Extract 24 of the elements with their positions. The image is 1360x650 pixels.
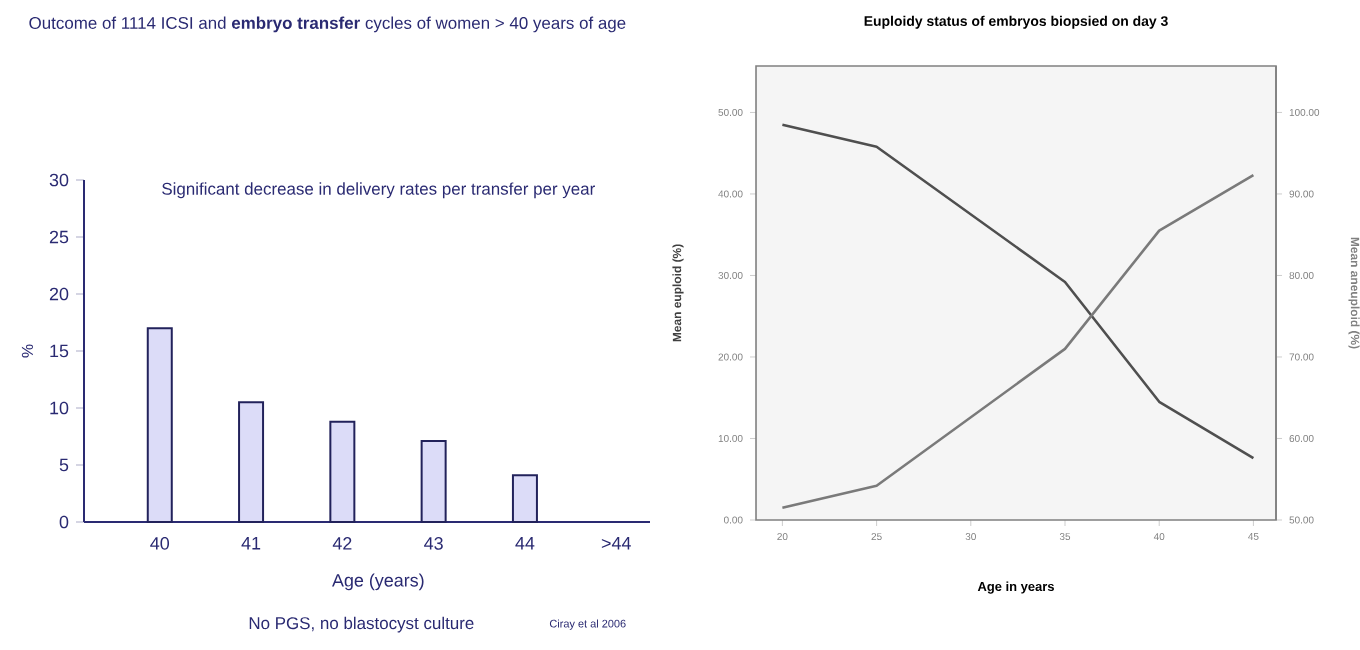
x-tick-label: 43 (424, 537, 443, 550)
bar (511, 474, 538, 523)
x-tick-label: 44 (515, 537, 535, 550)
line-series (781, 123, 1255, 460)
x-tick-label: 41 (241, 537, 261, 550)
x-tick-label: 40 (150, 537, 170, 550)
y-tick-label: 10 (50, 401, 69, 415)
y-tick-label: 30 (49, 173, 69, 187)
y-tick-label: 25 (49, 230, 69, 244)
bar (420, 440, 447, 523)
bar (238, 401, 265, 523)
annotation: Significant decrease in delivery rates per transfer per year (162, 182, 595, 199)
text: No PGS, no blastocyst culture (249, 616, 474, 633)
bar (146, 327, 173, 523)
chart-title: Outcome of 1114 ICSI and embryo transfer cycles of women > 40 years of age (29, 16, 626, 33)
y-tick-label: 20 (49, 287, 69, 301)
x-tick-label: >44 (601, 537, 631, 550)
x-tick-label: 42 (332, 537, 352, 550)
bar (329, 420, 356, 523)
line-series (781, 173, 1255, 510)
y-tick-label: 0 (59, 515, 69, 529)
y-tick-label: 5 (59, 458, 69, 472)
x-axis-title: Age (years) (332, 573, 424, 591)
y-tick-label: 15 (50, 344, 69, 358)
